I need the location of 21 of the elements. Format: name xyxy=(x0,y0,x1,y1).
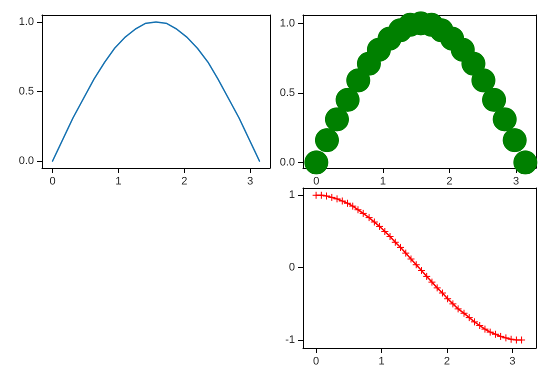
y-tick-label: 0.5 xyxy=(18,86,34,98)
x-tick-label: 1 xyxy=(378,356,385,368)
x-tick-label: 3 xyxy=(512,176,520,188)
y-tick-label: 0.5 xyxy=(280,86,295,99)
x-tick-label: 2 xyxy=(444,356,450,368)
y-tick-label: 1.0 xyxy=(18,16,34,28)
y-tick-label: 1.0 xyxy=(280,17,295,30)
x-tick-label: 0 xyxy=(313,176,320,188)
x-tick-label: 0 xyxy=(313,356,320,368)
x-tick-label: 3 xyxy=(247,176,254,188)
x-tick-label: 1 xyxy=(380,176,386,188)
x-tick-label: 0 xyxy=(49,176,56,188)
x-tick-label: 2 xyxy=(181,176,188,188)
x-tick-label: 1 xyxy=(115,176,122,188)
x-tick-label: 3 xyxy=(509,356,516,368)
y-tick-label: 0.0 xyxy=(18,155,34,168)
y-tick-label: 0.0 xyxy=(280,156,295,168)
y-tick-label: 1 xyxy=(288,189,295,202)
x-tick-label: 2 xyxy=(446,176,453,188)
y-tick-label: 0 xyxy=(288,262,295,274)
y-tick-label: -1 xyxy=(285,334,295,346)
